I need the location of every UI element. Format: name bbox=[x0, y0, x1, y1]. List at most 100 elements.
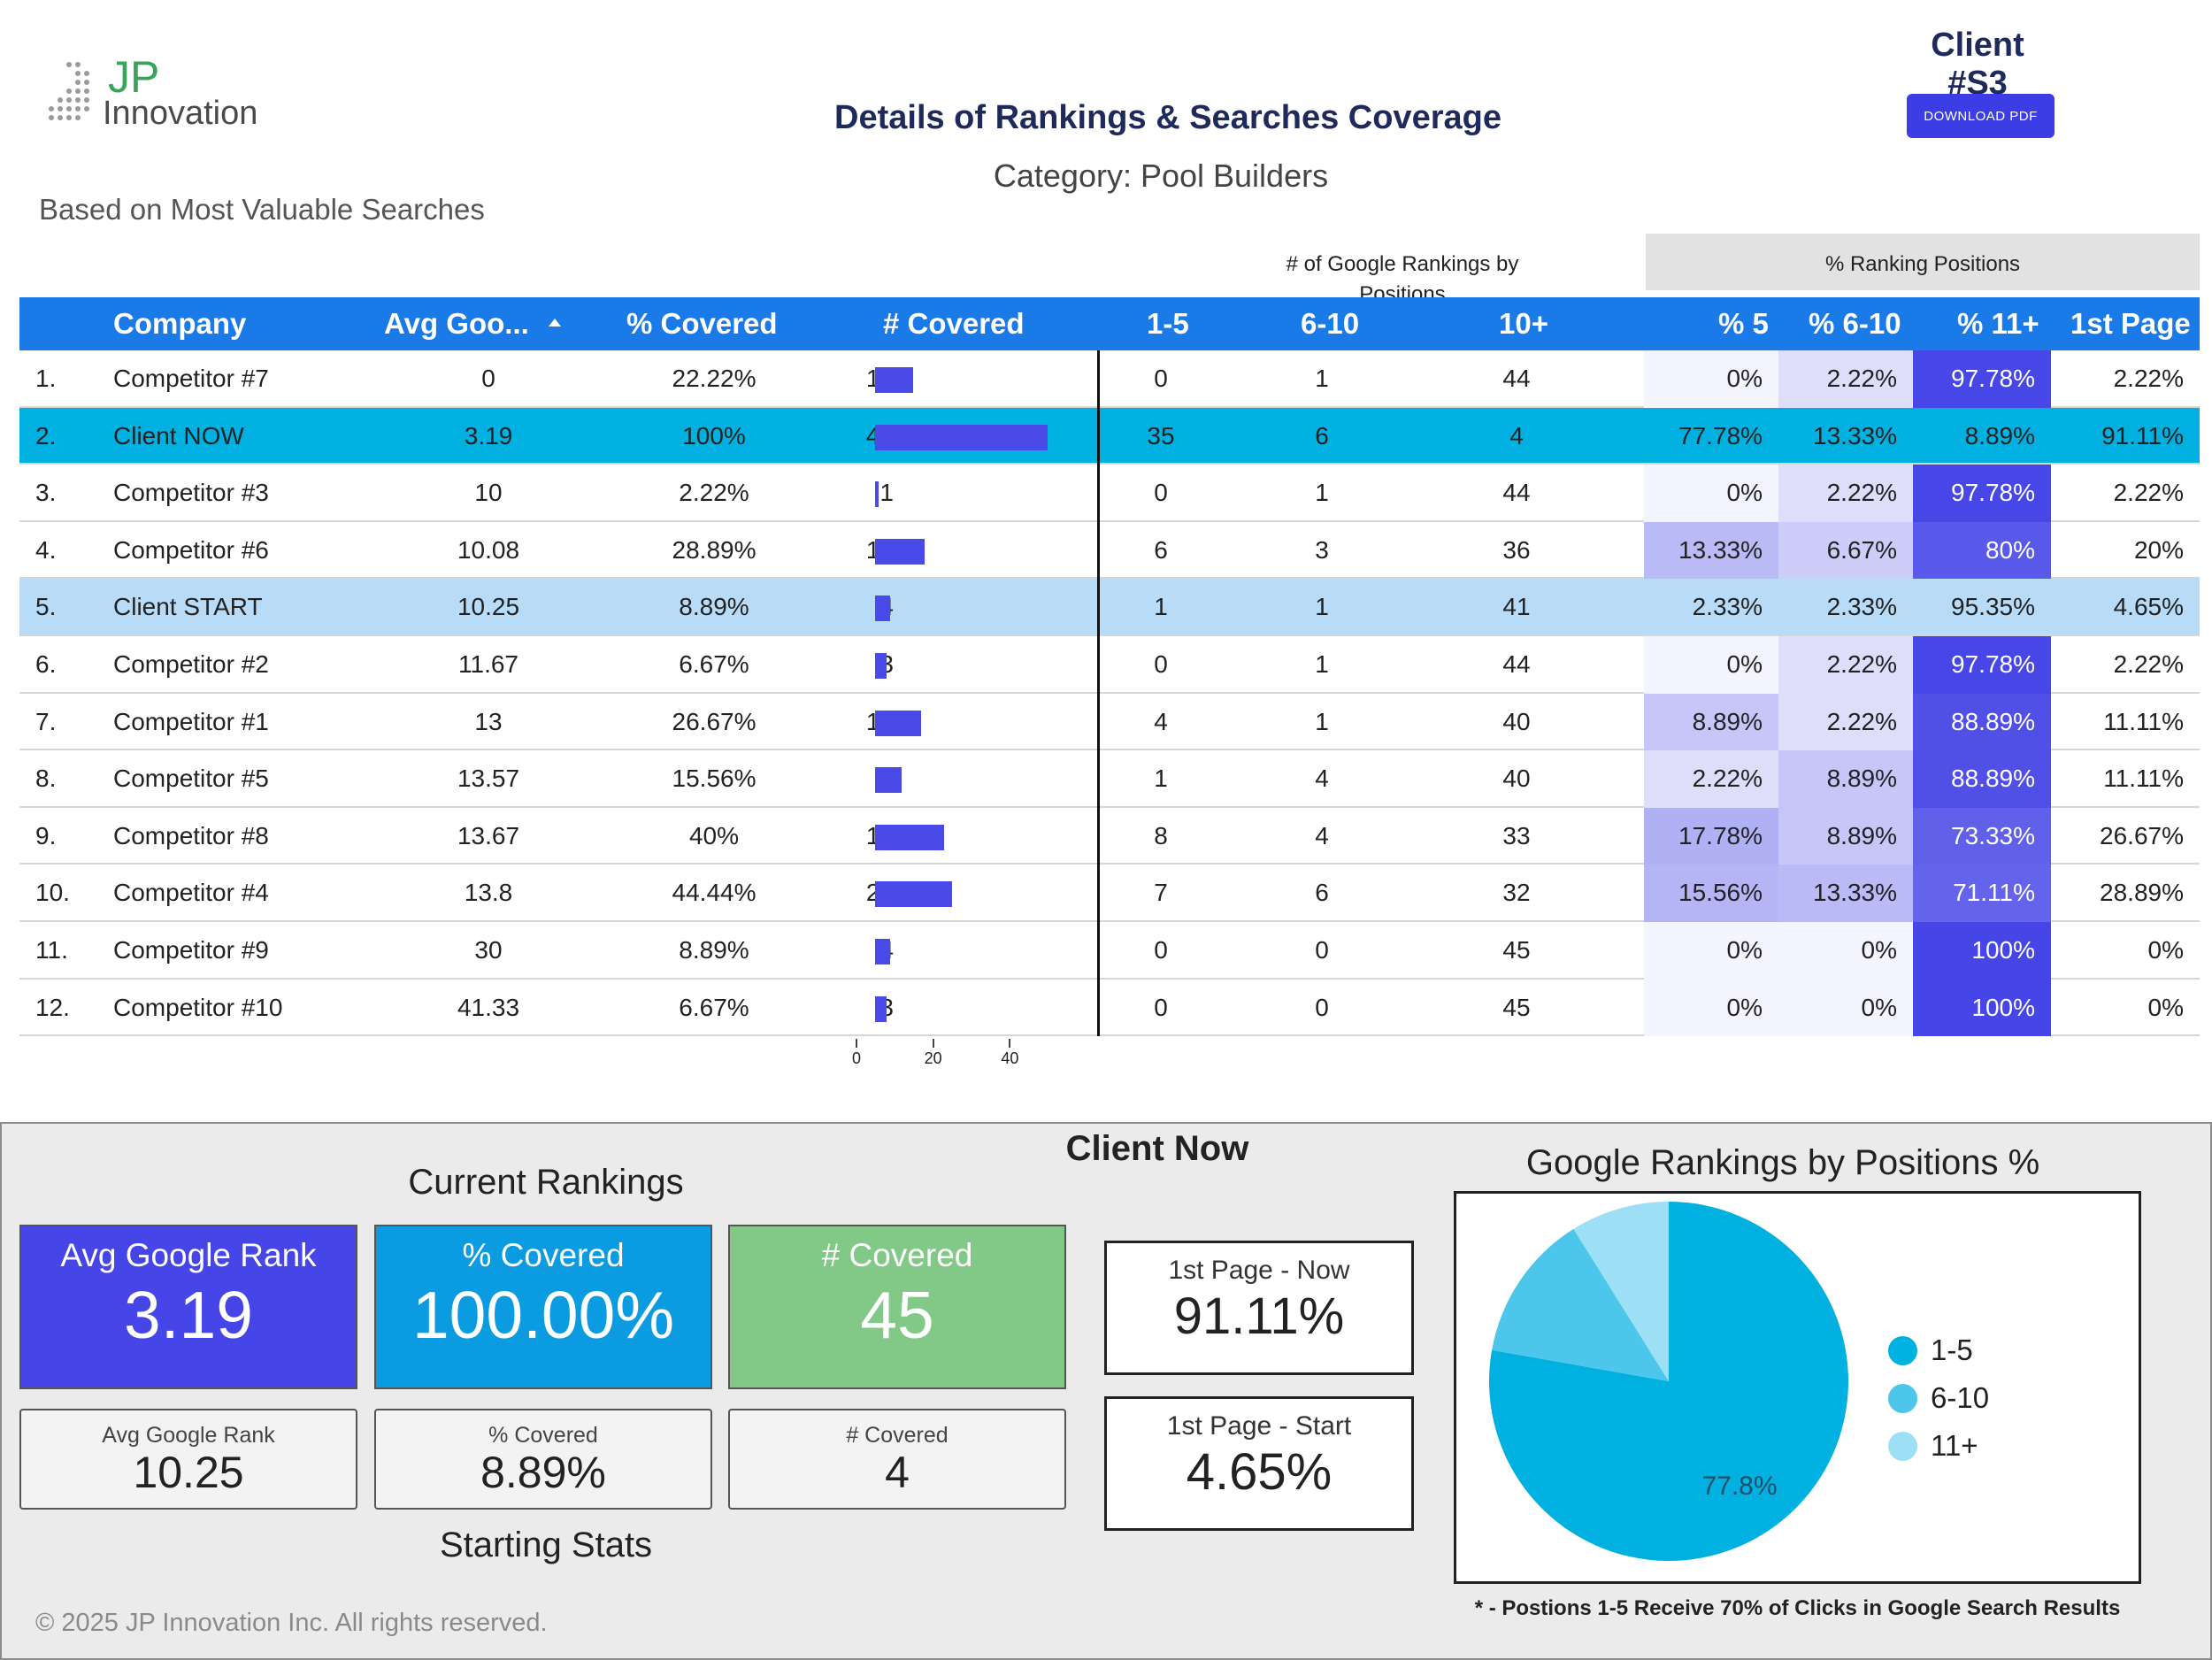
cell-r15: 4 bbox=[1154, 707, 1168, 735]
cell-p5: 2.33% bbox=[1692, 593, 1763, 621]
column-header-pct-6-10[interactable]: % 6-10 bbox=[1809, 307, 1901, 340]
cell-bar bbox=[875, 694, 1052, 751]
cell-company: Competitor #5 bbox=[113, 765, 269, 793]
cell-r15: 0 bbox=[1154, 649, 1168, 678]
cell-p610: 2.22% bbox=[1778, 350, 1913, 408]
column-header-pct-5[interactable]: % 5 bbox=[1718, 307, 1769, 340]
column-header-10-plus[interactable]: 10+ bbox=[1499, 307, 1548, 340]
covered-bar bbox=[875, 538, 926, 565]
cell-pct-covered: 6.67% bbox=[679, 993, 749, 1021]
legend-item[interactable]: 11+ bbox=[1888, 1422, 1989, 1470]
axis-tick-label: 20 bbox=[924, 1049, 942, 1067]
table-divider bbox=[1097, 350, 1100, 1036]
cell-r10: 33 bbox=[1502, 821, 1531, 849]
cell-r15: 0 bbox=[1154, 935, 1168, 964]
cell-pct-covered: 2.22% bbox=[679, 479, 749, 507]
cell-first: 2.22% bbox=[2113, 649, 2184, 678]
cell-avg: 11.67 bbox=[458, 649, 518, 678]
cell-r10: 41 bbox=[1502, 593, 1531, 621]
cell-p610: 8.89% bbox=[1778, 750, 1913, 808]
cell-first: 26.67% bbox=[2100, 821, 2184, 849]
column-header-1st-page[interactable]: 1st Page bbox=[2070, 307, 2191, 340]
cell-p11: 80% bbox=[1913, 521, 2051, 580]
column-header-pct-covered[interactable]: % Covered bbox=[626, 307, 778, 340]
axis-tick-label: 0 bbox=[851, 1049, 861, 1067]
column-header-num-covered[interactable]: # Covered bbox=[883, 307, 1025, 340]
cell-p610: 0% bbox=[1778, 921, 1913, 980]
pie-chart-title: Google Rankings by Positions % bbox=[1525, 1143, 2040, 1182]
cell-bar bbox=[875, 922, 1052, 980]
legend-item[interactable]: 6-10 bbox=[1888, 1374, 1989, 1422]
cell-idx: 12. bbox=[35, 993, 70, 1021]
kpi-label: # Covered bbox=[821, 1237, 973, 1273]
cell-first: 91.11% bbox=[2101, 421, 2184, 450]
table-row[interactable]: 1.Competitor #7022.22%1001440%2.22%97.78… bbox=[19, 350, 2200, 408]
cell-r610: 1 bbox=[1315, 365, 1329, 392]
cell-avg: 10 bbox=[474, 479, 503, 507]
kpi-value: 4 bbox=[885, 1448, 910, 1497]
cell-company: Client NOW bbox=[113, 421, 244, 450]
table-row[interactable]: 2.Client NOW3.19100%45356477.78%13.33%8.… bbox=[19, 407, 2200, 465]
cell-avg: 13.67 bbox=[457, 821, 520, 849]
pie-slice-6-10[interactable] bbox=[1492, 1228, 1669, 1381]
cell-r10: 44 bbox=[1502, 649, 1531, 678]
sort-ascending-icon[interactable] bbox=[548, 318, 561, 327]
kpi-label: % Covered bbox=[462, 1237, 625, 1273]
cell-first: 0% bbox=[2147, 935, 2184, 964]
cell-r610: 4 bbox=[1315, 821, 1329, 849]
legend-label: 1-5 bbox=[1931, 1333, 1973, 1366]
cell-pct-covered: 40% bbox=[688, 821, 740, 849]
cell-avg: 13.8 bbox=[464, 879, 513, 907]
cell-p610: 2.22% bbox=[1778, 635, 1913, 694]
cell-p11: 100% bbox=[1913, 979, 2051, 1037]
table-row[interactable]: 7.Competitor #11326.67%1241408.89%2.22%8… bbox=[19, 693, 2200, 751]
column-header-6-10[interactable]: 6-10 bbox=[1301, 307, 1360, 340]
table-row[interactable]: 4.Competitor #610.0828.89%13633613.33%6.… bbox=[19, 521, 2200, 580]
legend-item[interactable]: 1-5 bbox=[1888, 1326, 1989, 1374]
cell-idx: 7. bbox=[35, 707, 57, 735]
table-row[interactable]: 5.Client START10.258.89%411412.33%2.33%9… bbox=[19, 579, 2200, 636]
cell-p5: 0% bbox=[1644, 921, 1778, 980]
cell-p610: 13.33% bbox=[1778, 865, 1913, 922]
kpi-start-avg-google-rank: Avg Google Rank 10.25 bbox=[19, 1409, 357, 1510]
table-row[interactable]: 6. Competitor #2 11.67 6.67% 3 0 1 44 0% 2.22% 97.… bbox=[19, 635, 2200, 694]
column-header-company[interactable]: Company bbox=[113, 307, 247, 340]
axis-tick bbox=[1009, 1039, 1011, 1048]
column-header-1-5[interactable]: 1-5 bbox=[1147, 307, 1189, 340]
cell-r10: 32 bbox=[1502, 879, 1531, 907]
cell-pct-covered: 28.89% bbox=[672, 535, 757, 564]
cell-p5: 2.22% bbox=[1644, 750, 1778, 808]
cell-r15: 8 bbox=[1154, 821, 1168, 849]
cell-r15: 6 bbox=[1154, 535, 1168, 564]
table-row[interactable]: 12. Competitor #10 41.33 6.67% 3 0 0 45 0% 0% 100%… bbox=[19, 979, 2200, 1037]
table-body: 1.Competitor #7022.22%1001440%2.22%97.78… bbox=[19, 350, 2200, 1037]
kpi-label: Avg Google Rank bbox=[102, 1423, 275, 1448]
table-row[interactable]: 9.Competitor #813.6740%18843317.78%8.89%… bbox=[19, 807, 2200, 865]
cell-company: Competitor #9 bbox=[113, 935, 269, 964]
cell-r610: 1 bbox=[1315, 707, 1329, 735]
table-row[interactable]: 3. Competitor #3 10 2.22% 1 0 1 44 0% 2.22% 97.78%… bbox=[19, 465, 2200, 522]
cell-pct-covered: 15.56% bbox=[672, 765, 757, 793]
cell-p610: 0% bbox=[1778, 979, 1913, 1037]
column-header-pct-11-plus[interactable]: % 11+ bbox=[1957, 307, 2039, 340]
cell-p5: 13.33% bbox=[1644, 521, 1778, 580]
kpi-start-pct-covered: % Covered 8.89% bbox=[374, 1409, 712, 1510]
cell-idx: 2. bbox=[35, 421, 57, 450]
legend-dot-icon bbox=[1888, 1384, 1917, 1413]
cell-company: Competitor #6 bbox=[113, 535, 269, 564]
kpi-current-pct-covered: % Covered 100.00% bbox=[374, 1225, 712, 1389]
download-pdf-button[interactable]: DOWNLOAD PDF bbox=[1907, 94, 2055, 138]
pie-slice-11+[interactable] bbox=[1573, 1202, 1669, 1381]
table-row[interactable]: 10.Competitor #413.844.44%20763215.56%13… bbox=[19, 865, 2200, 922]
cell-p5: 0% bbox=[1644, 979, 1778, 1037]
cell-p610: 13.33% bbox=[1813, 421, 1897, 450]
cell-pct-covered: 100% bbox=[682, 421, 746, 450]
cell-r610: 0 bbox=[1315, 935, 1329, 964]
cell-bar bbox=[875, 579, 1052, 636]
cell-company: Competitor #3 bbox=[113, 479, 269, 507]
table-row[interactable]: 8.Competitor #513.5715.56%714402.22%8.89… bbox=[19, 750, 2200, 808]
cell-first: 2.22% bbox=[2113, 479, 2184, 507]
cell-bar bbox=[875, 750, 1052, 808]
column-header-avg-google-rank[interactable]: Avg Goo... bbox=[384, 297, 561, 350]
